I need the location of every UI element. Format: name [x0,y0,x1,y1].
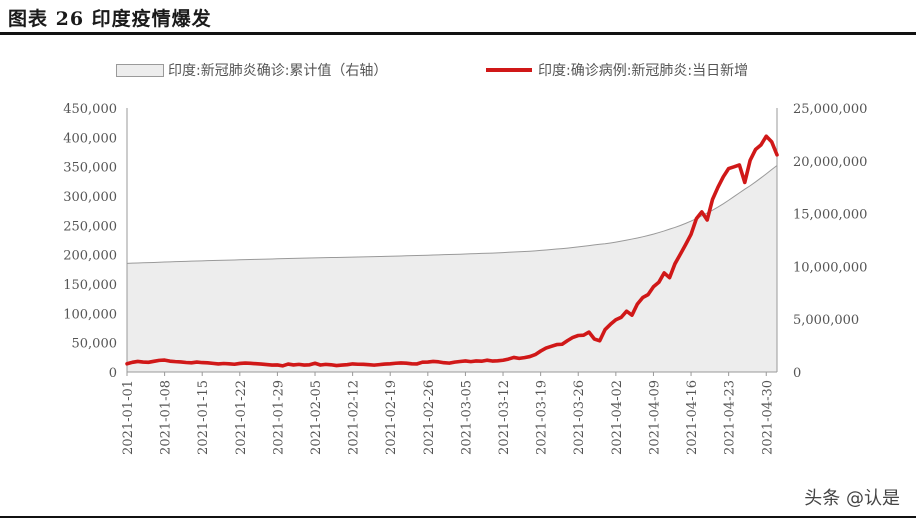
legend-label-daily: 印度:确诊病例:新冠肺炎:当日新增 [538,63,749,79]
x-tick-label: 2021-01-08 [159,380,174,455]
figure-title: 图表 26 印度疫情爆发 [8,8,212,30]
y-left-tick-label: 200,000 [63,249,117,264]
y-left-tick-label: 100,000 [63,307,117,322]
y-left-tick-label: 150,000 [63,278,117,293]
tick-layer: 0 50,000 100,000 150,000 200,000 250,000 300,0… [63,102,867,455]
line-layer [125,134,779,368]
y-right-tick-label: 20,000,000 [793,155,867,170]
x-tick-label: 2021-04-16 [685,380,700,455]
x-tick-label: 2021-02-05 [309,380,324,455]
y-left-tick-label: 300,000 [63,190,117,205]
watermark-text: 头条 @认是 [804,488,900,509]
x-tick-label: 2021-03-05 [459,380,474,455]
area-layer [126,165,778,372]
legend-swatch-line [486,68,532,72]
series-area-outline [126,165,778,264]
x-tick-label: 2021-02-19 [384,380,399,455]
top-rule [0,32,916,35]
x-tick-label: 2021-01-29 [271,380,286,455]
x-tick-label: 2021-03-19 [535,380,550,455]
legend-swatch-area [116,64,164,77]
bottom-rule [0,516,916,518]
y-left-tick-label: 0 [109,366,117,381]
y-left-tick-label: 400,000 [63,131,117,146]
chart-legend: 印度:新冠肺炎确诊:累计值（右轴） 印度:确诊病例:新冠肺炎:当日新增 [0,60,916,82]
y-left-tick-label: 350,000 [63,161,117,176]
x-tick-label: 2021-02-12 [347,380,362,455]
x-tick-label: 2021-01-22 [234,380,249,455]
x-tick-label: 2021-04-02 [610,380,625,455]
legend-label-cumulative: 印度:新冠肺炎确诊:累计值（右轴） [168,63,388,79]
x-tick-label: 2021-02-26 [422,380,437,455]
y-right-tick-label: 15,000,000 [793,208,867,223]
x-tick-label: 2021-04-09 [647,380,662,455]
series-line-daily [125,134,779,368]
x-tick-label: 2021-04-30 [760,380,775,455]
x-tick-label: 2021-03-26 [572,380,587,455]
y-right-tick-label: 10,000,000 [793,260,867,275]
x-tick-label: 2021-03-12 [497,380,512,455]
x-tick-label: 2021-01-15 [196,380,211,455]
y-right-tick-label: 0 [793,366,801,381]
y-left-tick-label: 250,000 [63,219,117,234]
y-left-tick-label: 450,000 [63,102,117,117]
y-right-tick-label: 5,000,000 [793,313,859,328]
x-tick-label: 2021-04-23 [723,380,738,455]
x-tick-label: 2021-01-01 [121,380,136,455]
y-left-tick-label: 50,000 [72,337,118,352]
series-area-cumulative [127,165,777,372]
y-right-tick-label: 25,000,000 [793,102,867,117]
